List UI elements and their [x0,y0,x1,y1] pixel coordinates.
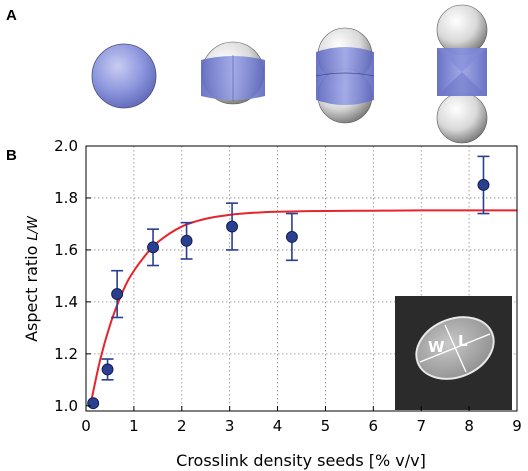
y-axis-title-symbol: L/W [26,215,41,241]
sphere-4 [436,4,488,144]
plot-area: W L 0 1 2 3 4 5 6 7 8 9 1.0 1.2 1.4 1.6 1.8 2.0 [54,137,522,435]
x-tick-label-3: 3 [225,417,235,435]
sphere-1 [91,43,157,109]
y-tick-label-1.0: 1.0 [54,397,78,415]
inset-width-line [444,324,467,373]
x-tick-label-5: 5 [321,417,331,435]
y-axis-title: Aspect ratio L/W [22,215,41,342]
inset-label-w: W [428,338,445,356]
y-tick-label-1.6: 1.6 [54,241,78,259]
y-tick-label-2.0: 2.0 [54,137,78,155]
x-tick-label-1: 1 [129,417,139,435]
plot-frame [85,145,518,412]
x-tick-label-8: 8 [464,417,474,435]
x-tick-label-7: 7 [416,417,426,435]
y-tick-label-1.2: 1.2 [54,345,78,363]
data-points-group [87,155,490,410]
x-tick-label-4: 4 [273,417,283,435]
y-ticks: 1.0 1.2 1.4 1.6 1.8 2.0 [54,137,91,415]
x-axis-title: Crosslink density seeds [% v/v] [176,451,426,470]
panel-label-b: B [6,147,17,164]
x-tick-label-2: 2 [177,417,187,435]
inset-label-l: L [458,332,468,350]
y-tick-label-1.8: 1.8 [54,189,78,207]
data-point-5 [226,220,239,233]
data-point-4 [180,234,193,247]
x-tick-label-0: 0 [81,417,91,435]
x-tick-label-9: 9 [512,417,522,435]
y-tick-label-1.4: 1.4 [54,293,78,311]
sem-inset: W L [395,296,512,410]
panel-label-a: A [6,7,17,24]
data-point-1 [101,363,114,376]
sphere-3 [315,27,375,124]
grid [86,146,517,411]
sphere-2 [201,41,265,105]
y-axis-title-main: Aspect ratio [22,246,41,342]
data-point-6 [285,230,298,243]
data-point-7 [477,179,490,191]
data-point-2 [111,288,124,301]
x-ticks: 0 1 2 3 4 5 6 7 8 9 [81,406,522,435]
x-tick-label-6: 6 [369,417,379,435]
data-point-0 [87,397,100,410]
data-point-3 [147,241,159,254]
